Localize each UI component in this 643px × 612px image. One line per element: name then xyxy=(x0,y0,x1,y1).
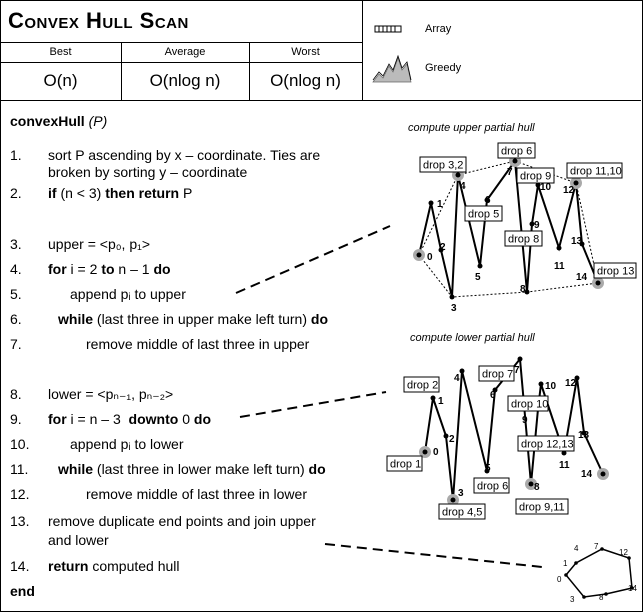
code-text: remove duplicate end points and join upp… xyxy=(48,513,316,529)
greedy-icon xyxy=(372,54,412,83)
code-text: computed hull xyxy=(88,558,180,574)
line-number: 11. xyxy=(10,461,29,477)
average-label: Average xyxy=(164,46,206,58)
code-text: upper = <p₀, p₁> xyxy=(48,236,150,252)
code-keyword: do xyxy=(153,261,171,277)
code-text: i = n – 3 xyxy=(66,411,129,427)
code-text: (last three in lower make left turn) xyxy=(93,461,309,477)
code-line: append pᵢ to lower xyxy=(70,436,184,452)
code-line: if (n < 3) then return P xyxy=(48,185,192,201)
best-label: Best xyxy=(49,46,72,58)
code-line: remove middle of last three in lower xyxy=(86,486,307,502)
code-text: i = 2 xyxy=(66,261,102,277)
code-line: while (last three in upper make left tur… xyxy=(58,311,328,327)
array-icon xyxy=(374,25,402,33)
code-line: broken by sorting y – coordinate xyxy=(48,164,247,180)
code-end: end xyxy=(10,583,35,599)
page-title: Convex Hull Scan xyxy=(8,8,189,33)
code-text: 0 xyxy=(178,411,194,427)
code-text: P xyxy=(179,185,193,201)
code-line: lower = <pₙ₋₁, pₙ₋₂> xyxy=(48,386,173,403)
legend-panel: Array Greedy xyxy=(363,0,641,101)
header-panel: Convex Hull Scan Best O(n) Average O(nlo… xyxy=(0,0,363,101)
code-keyword: return xyxy=(48,558,89,574)
complexity-worst: Worst O(nlog n) xyxy=(249,43,362,101)
function-signature: convexHull (P) xyxy=(10,113,107,129)
line-number: 7. xyxy=(10,336,22,352)
line-number: 2. xyxy=(10,185,22,201)
code-text: remove middle of last three in lower xyxy=(86,486,307,502)
code-text: append pᵢ to lower xyxy=(70,436,184,452)
upper-caption: compute upper partial hull xyxy=(408,122,535,134)
line-number: 10. xyxy=(10,436,30,452)
code-line: remove duplicate end points and join upp… xyxy=(48,513,316,529)
code-line: sort P ascending by x – coordinate. Ties… xyxy=(48,147,320,163)
code-line: while (last three in lower make left tur… xyxy=(58,461,326,477)
line-number: 8. xyxy=(10,386,22,402)
worst-label: Worst xyxy=(291,46,320,58)
line-number: 5. xyxy=(10,286,22,302)
complexity-best: Best O(n) xyxy=(0,43,122,101)
code-keyword: to xyxy=(101,261,115,277)
code-keyword: for xyxy=(48,411,67,427)
code-keyword: then return xyxy=(105,185,180,201)
code-text: lower = <pₙ₋₁, pₙ₋₂> xyxy=(48,386,174,402)
best-value: O(n) xyxy=(43,71,78,90)
complexity-table: Best O(n) Average O(nlog n) Worst O(nlog… xyxy=(0,42,362,101)
legend-icons xyxy=(372,25,412,83)
code-keyword: do xyxy=(310,311,328,327)
line-number: 12. xyxy=(10,486,30,502)
code-keyword: while xyxy=(58,461,94,477)
code-line: return computed hull xyxy=(48,558,180,574)
line-number: 6. xyxy=(10,311,22,327)
code-line: for i = 2 to n – 1 do xyxy=(48,261,171,277)
code-text: (last three in upper make left turn) xyxy=(93,311,311,327)
line-number: 9. xyxy=(10,411,22,427)
average-value: O(nlog n) xyxy=(149,71,221,90)
line-number: 3. xyxy=(10,236,22,252)
function-param: (P) xyxy=(88,113,108,129)
code-text: n – 1 xyxy=(114,261,154,277)
code-line: append pᵢ to upper xyxy=(70,286,186,302)
code-text: and lower xyxy=(48,532,109,548)
code-keyword: for xyxy=(48,261,67,277)
legend-greedy-label: Greedy xyxy=(425,62,462,74)
complexity-average: Average O(nlog n) xyxy=(121,43,250,101)
code-keyword: downto xyxy=(128,411,179,427)
code-text: broken by sorting y – coordinate xyxy=(48,164,248,180)
code-line: upper = <p₀, p₁> xyxy=(48,236,150,252)
code-text: sort P ascending by x – coordinate. Ties… xyxy=(48,147,321,163)
worst-value: O(nlog n) xyxy=(270,71,341,90)
code-keyword: if xyxy=(48,185,57,201)
code-keyword: do xyxy=(193,411,211,427)
legend-array-label: Array xyxy=(425,23,452,35)
function-name: convexHull xyxy=(10,113,85,129)
code-line: for i = n – 3 downto 0 do xyxy=(48,411,211,427)
line-number: 4. xyxy=(10,261,22,277)
line-number: 13. xyxy=(10,513,30,529)
line-number: 1. xyxy=(10,147,22,163)
lower-caption: compute lower partial hull xyxy=(410,332,535,344)
code-keyword: while xyxy=(58,311,94,327)
line-number: 14. xyxy=(10,558,30,574)
code-text: append pᵢ to upper xyxy=(70,286,186,302)
code-line: remove middle of last three in upper xyxy=(86,336,309,352)
code-line: and lower xyxy=(48,532,109,548)
code-keyword: do xyxy=(308,461,326,477)
code-text: remove middle of last three in upper xyxy=(86,336,310,352)
code-text: (n < 3) xyxy=(56,185,106,201)
